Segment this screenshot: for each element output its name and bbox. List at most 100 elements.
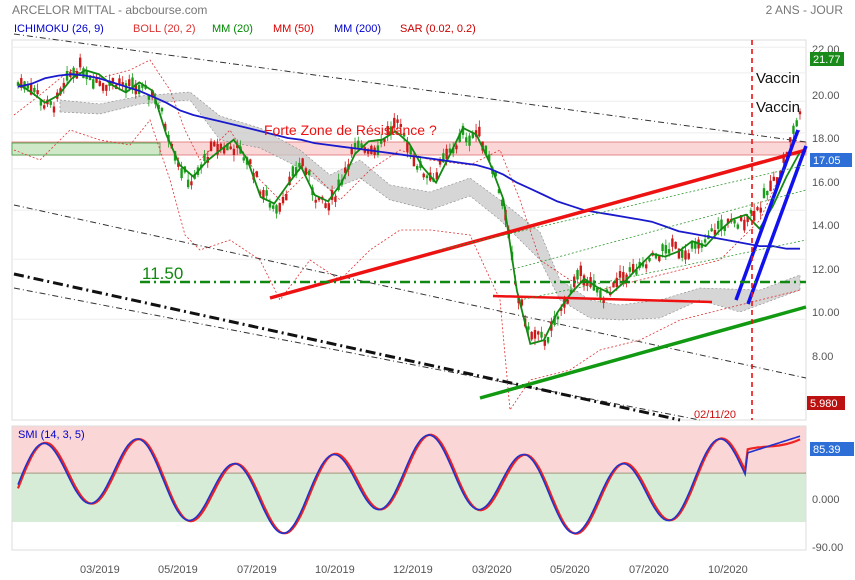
fan-line-1	[509, 189, 807, 271]
candle	[474, 123, 478, 142]
fan-line-2	[519, 239, 807, 301]
candle	[62, 77, 66, 94]
candle	[530, 330, 533, 342]
candle	[612, 280, 615, 288]
candle	[308, 169, 311, 182]
candle	[118, 74, 121, 91]
candle	[415, 163, 419, 173]
chart-title: ARCELOR MITTAL - abcbourse.com	[12, 3, 207, 17]
channel-top-line	[13, 33, 807, 143]
candle	[631, 258, 635, 274]
channel-mid-line	[13, 204, 807, 379]
candle	[700, 240, 704, 253]
legend-mm50: MM (50)	[273, 23, 314, 35]
candle	[589, 272, 592, 289]
candle	[370, 144, 373, 155]
legend-boll: BOLL (20, 2)	[133, 23, 196, 35]
legend-ichimoku: ICHIMOKU (26, 9)	[14, 23, 104, 35]
y-tick-16: 16.00	[812, 177, 840, 189]
x-axis: 03/2019 05/2019 07/2019 10/2019 12/2019 …	[80, 564, 748, 576]
candle	[438, 157, 442, 168]
candle	[383, 137, 386, 147]
x-tick-072020: 07/2020	[629, 564, 669, 576]
candle	[337, 173, 340, 192]
candle	[687, 249, 690, 261]
candle	[39, 99, 43, 111]
mm20-line	[17, 69, 801, 346]
smi-value-text: 85.39	[813, 444, 841, 456]
candle	[756, 205, 759, 212]
candle	[759, 201, 762, 220]
candle	[707, 230, 710, 240]
candle	[402, 131, 406, 142]
candle	[386, 121, 389, 142]
candle	[294, 161, 298, 179]
low-value-badge	[807, 396, 845, 410]
candle	[376, 139, 380, 158]
candle	[546, 336, 550, 345]
candle	[769, 174, 772, 192]
smi-legend: SMI (14, 3, 5)	[18, 429, 85, 441]
last-value-badge	[810, 153, 852, 167]
candle	[236, 139, 239, 155]
candle	[222, 142, 226, 155]
candle	[147, 94, 151, 107]
candle	[291, 164, 295, 179]
x-tick-102019: 10/2019	[315, 564, 355, 576]
candle	[645, 258, 648, 273]
candle	[131, 73, 134, 94]
candle	[468, 132, 471, 152]
candle	[586, 276, 589, 292]
candle	[412, 152, 416, 167]
candle	[677, 247, 681, 260]
red-support-trendline	[269, 148, 807, 300]
candle	[658, 255, 661, 263]
candle	[350, 143, 353, 158]
candle	[661, 242, 664, 258]
blue-trend-right	[746, 145, 808, 305]
fan-line-3	[439, 164, 807, 251]
long-term-trend-line	[13, 272, 681, 422]
candle	[540, 326, 543, 341]
candle	[501, 198, 504, 210]
legend-sar: SAR (0.02, 0.2)	[400, 23, 476, 35]
candle	[304, 166, 308, 176]
y-tick-14: 14.00	[812, 220, 840, 232]
last-value-text: 17.05	[813, 155, 841, 167]
candle	[720, 214, 723, 237]
candle	[49, 99, 52, 108]
candle	[219, 142, 223, 154]
candle	[537, 330, 540, 341]
candle	[399, 118, 403, 130]
candle	[285, 190, 288, 201]
smi-y-tick-minus90: -90.00	[812, 542, 843, 554]
candle	[576, 268, 579, 284]
candle	[180, 161, 183, 181]
candle	[275, 203, 278, 219]
candle	[425, 173, 429, 185]
candle	[694, 237, 697, 254]
candle	[766, 190, 769, 201]
candle	[357, 136, 360, 150]
smi-y-tick-0: 0.000	[812, 494, 840, 506]
vaccin-label-1: Vaccin	[756, 70, 800, 87]
candle	[42, 99, 46, 111]
candle	[795, 117, 798, 128]
candle	[203, 149, 206, 164]
candle	[465, 132, 468, 146]
candle	[422, 172, 425, 180]
resistance-zone-left	[11, 142, 161, 156]
price-panel	[11, 39, 807, 421]
candle	[281, 192, 285, 206]
candle	[213, 140, 216, 147]
candle	[671, 234, 674, 252]
candle	[216, 138, 219, 159]
candle	[324, 200, 327, 209]
candle	[209, 138, 213, 152]
candle	[301, 157, 304, 170]
y-tick-10: 10.00	[812, 307, 840, 319]
candle	[121, 76, 124, 91]
red-horizontal-line	[492, 294, 713, 304]
